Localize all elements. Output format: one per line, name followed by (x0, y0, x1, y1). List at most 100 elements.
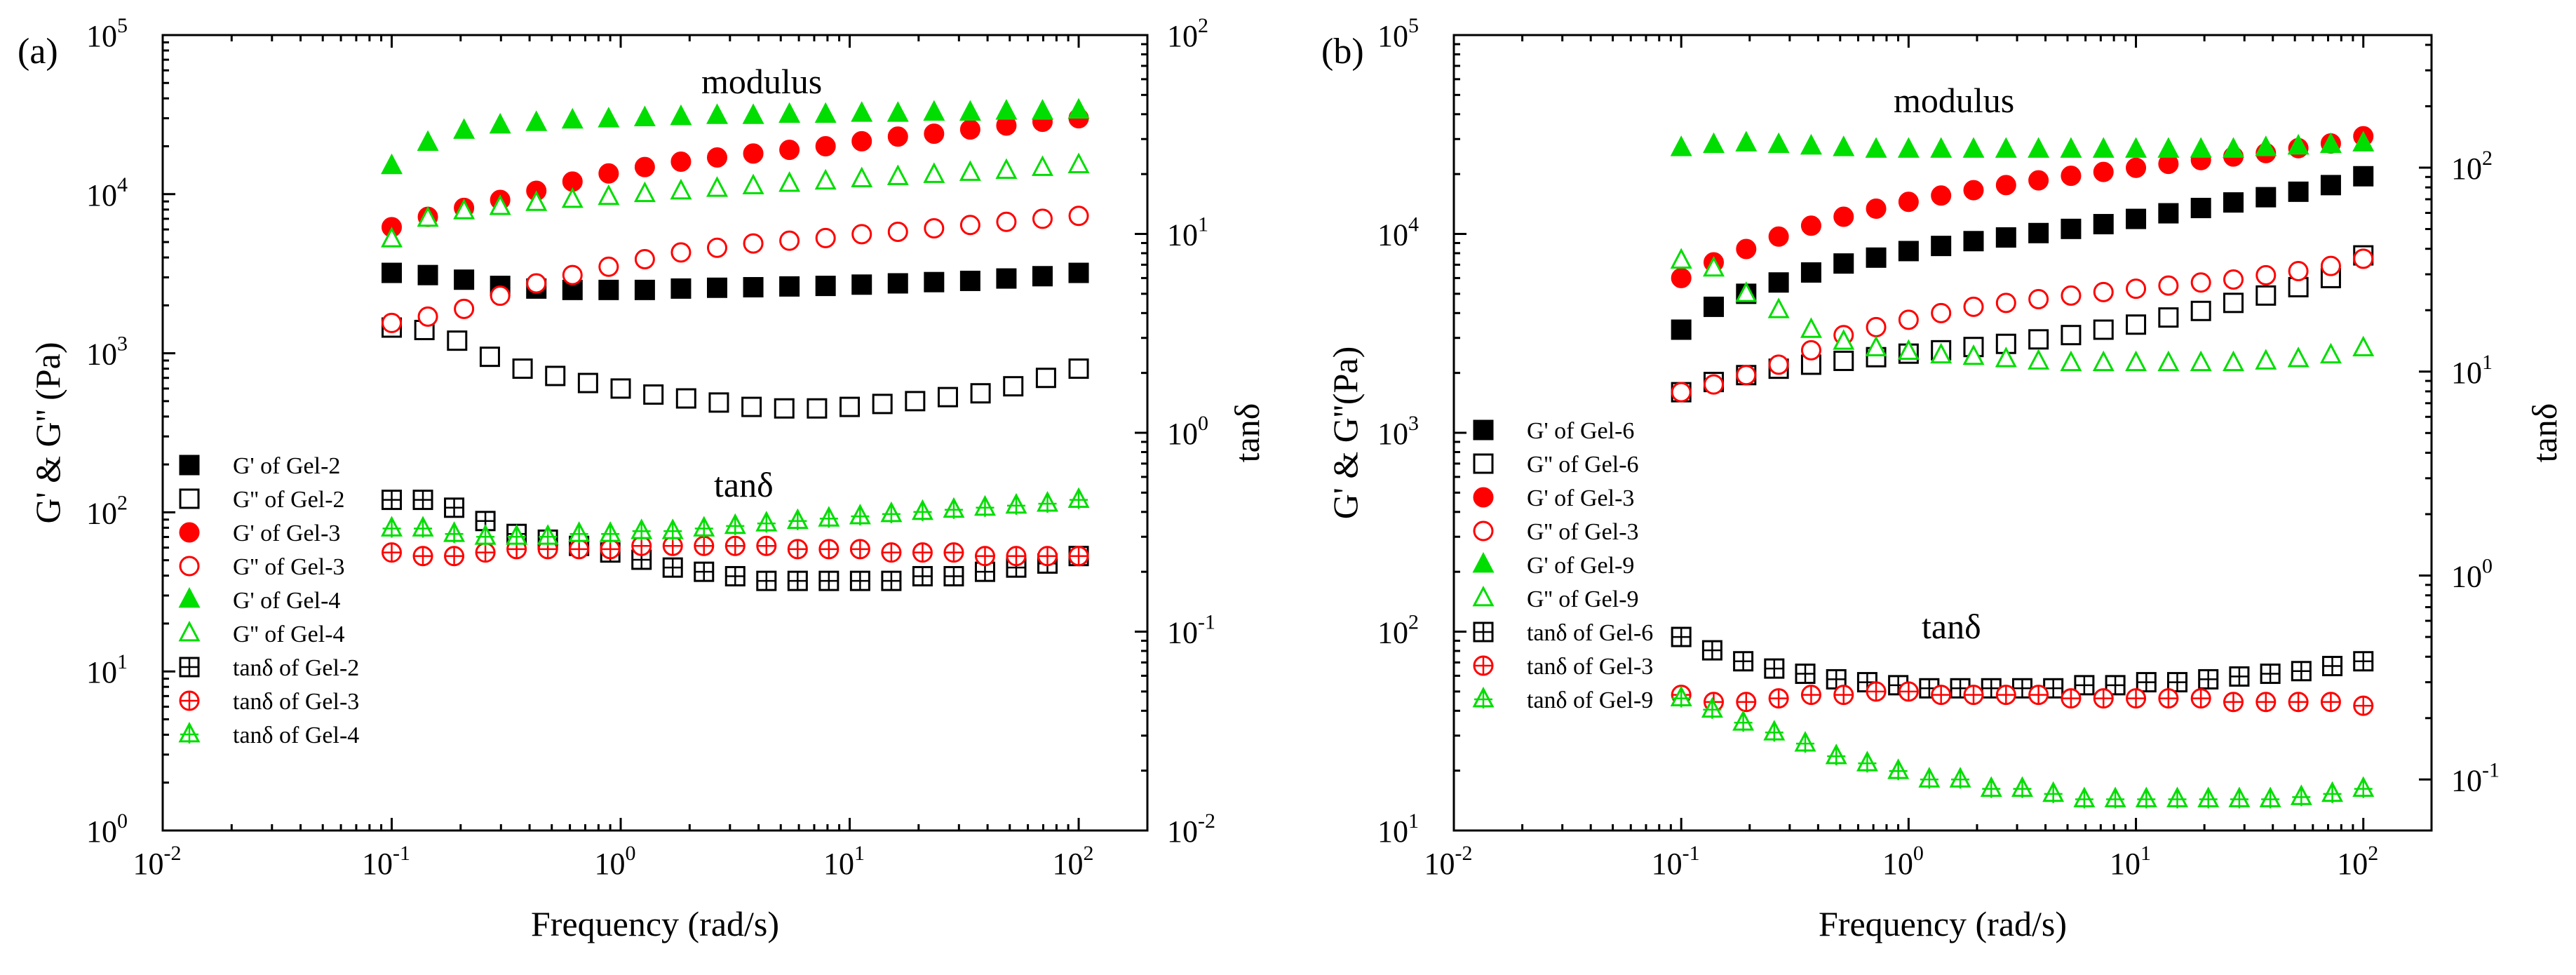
data-point (545, 365, 566, 386)
data-point (1866, 247, 1887, 268)
data-point (598, 279, 619, 300)
data-point (886, 164, 909, 185)
legend-marker (179, 522, 200, 543)
data-point (2255, 135, 2277, 156)
data-point (675, 388, 696, 409)
y2-tick-label: 100 (1167, 412, 1208, 451)
legend-label: G' of Gel-3 (1527, 485, 1634, 511)
legend-marker (1473, 520, 1494, 542)
data-point (807, 398, 828, 419)
data-point (2353, 248, 2374, 269)
data-point (670, 152, 692, 173)
data-point (454, 298, 475, 319)
legend-label: G' of Gel-9 (1527, 553, 1634, 579)
x-tick-label: 101 (2110, 842, 2151, 881)
data-point (2092, 350, 2115, 372)
data-point (886, 101, 909, 122)
data-point (417, 130, 439, 152)
data-point (872, 394, 893, 415)
y-tick-label: 105 (1377, 14, 1419, 53)
data-point (670, 178, 692, 200)
data-point (598, 107, 620, 128)
data-point (1833, 253, 1854, 274)
data-point (2028, 222, 2049, 243)
data-point (1067, 98, 1090, 119)
data-point (633, 105, 656, 126)
y2-tick-label: 102 (1167, 14, 1208, 53)
y2-tick-label: 101 (1167, 213, 1208, 253)
y-tick-label: 103 (86, 332, 128, 372)
data-point (1768, 272, 1789, 293)
data-point (2158, 307, 2179, 328)
data-point (634, 279, 655, 300)
data-point (851, 130, 872, 152)
data-point (525, 110, 548, 131)
data-point (1995, 347, 2017, 368)
series-0 (382, 262, 1089, 300)
data-point (1865, 137, 1887, 158)
data-point (887, 126, 908, 147)
series-5 (1670, 248, 2375, 372)
annotation-tan-delta: tanδ (714, 465, 774, 504)
data-point (1963, 180, 1984, 201)
data-point (2092, 137, 2115, 158)
data-point (2288, 261, 2309, 282)
data-point (959, 270, 980, 291)
data-point (1671, 382, 1692, 403)
data-point (706, 103, 728, 124)
data-point (814, 102, 837, 123)
data-point (381, 227, 403, 248)
data-point (479, 347, 500, 368)
data-point (887, 273, 908, 294)
data-point (1735, 130, 1758, 152)
data-point (2352, 335, 2375, 357)
data-point (1833, 350, 1854, 371)
data-point (2126, 314, 2147, 335)
data-point (1963, 231, 1984, 252)
data-point (1833, 206, 1854, 227)
data-point (743, 276, 764, 297)
annotation-tan-delta: tanδ (1922, 607, 1981, 646)
data-point (2126, 157, 2147, 178)
data-point (2190, 272, 2211, 293)
data-point (670, 242, 692, 263)
x-tick-label: 101 (823, 842, 865, 881)
data-point (1865, 335, 1887, 357)
data-point (1800, 262, 1821, 283)
data-point (1995, 137, 2017, 158)
y2-axis-label: tanδ (1227, 403, 1267, 463)
data-point (779, 230, 800, 251)
data-point (1995, 333, 2016, 354)
data-point (815, 276, 836, 297)
data-point (2319, 342, 2342, 364)
data-point (924, 271, 945, 292)
data-point (1671, 319, 1692, 340)
series-1 (382, 317, 1089, 419)
data-point (2190, 198, 2211, 219)
data-point (1800, 215, 1821, 236)
data-point (1898, 241, 1919, 262)
data-point (525, 190, 548, 211)
data-point (2061, 325, 2082, 346)
data-point (598, 256, 619, 277)
data-point (634, 156, 655, 177)
legend-label: tanδ of Gel-3 (233, 689, 359, 715)
legend-label: G'' of Gel-3 (233, 554, 345, 580)
legend-label: G' of Gel-4 (233, 588, 340, 614)
data-point (643, 384, 664, 405)
y-tick-label: 100 (86, 809, 128, 849)
data-point (959, 119, 980, 140)
data-point (2061, 285, 2082, 306)
data-point (1703, 374, 1724, 395)
data-point (2093, 214, 2114, 235)
data-point (743, 143, 764, 164)
data-point (577, 372, 598, 394)
data-point (1898, 309, 1919, 330)
x-tick-label: 10-1 (1652, 842, 1700, 881)
data-point (2060, 350, 2082, 372)
y2-tick-label: 10-2 (1167, 809, 1215, 849)
data-point (924, 217, 945, 238)
legend-marker (178, 586, 201, 608)
data-point (1963, 296, 1984, 317)
data-point (1671, 267, 1692, 288)
